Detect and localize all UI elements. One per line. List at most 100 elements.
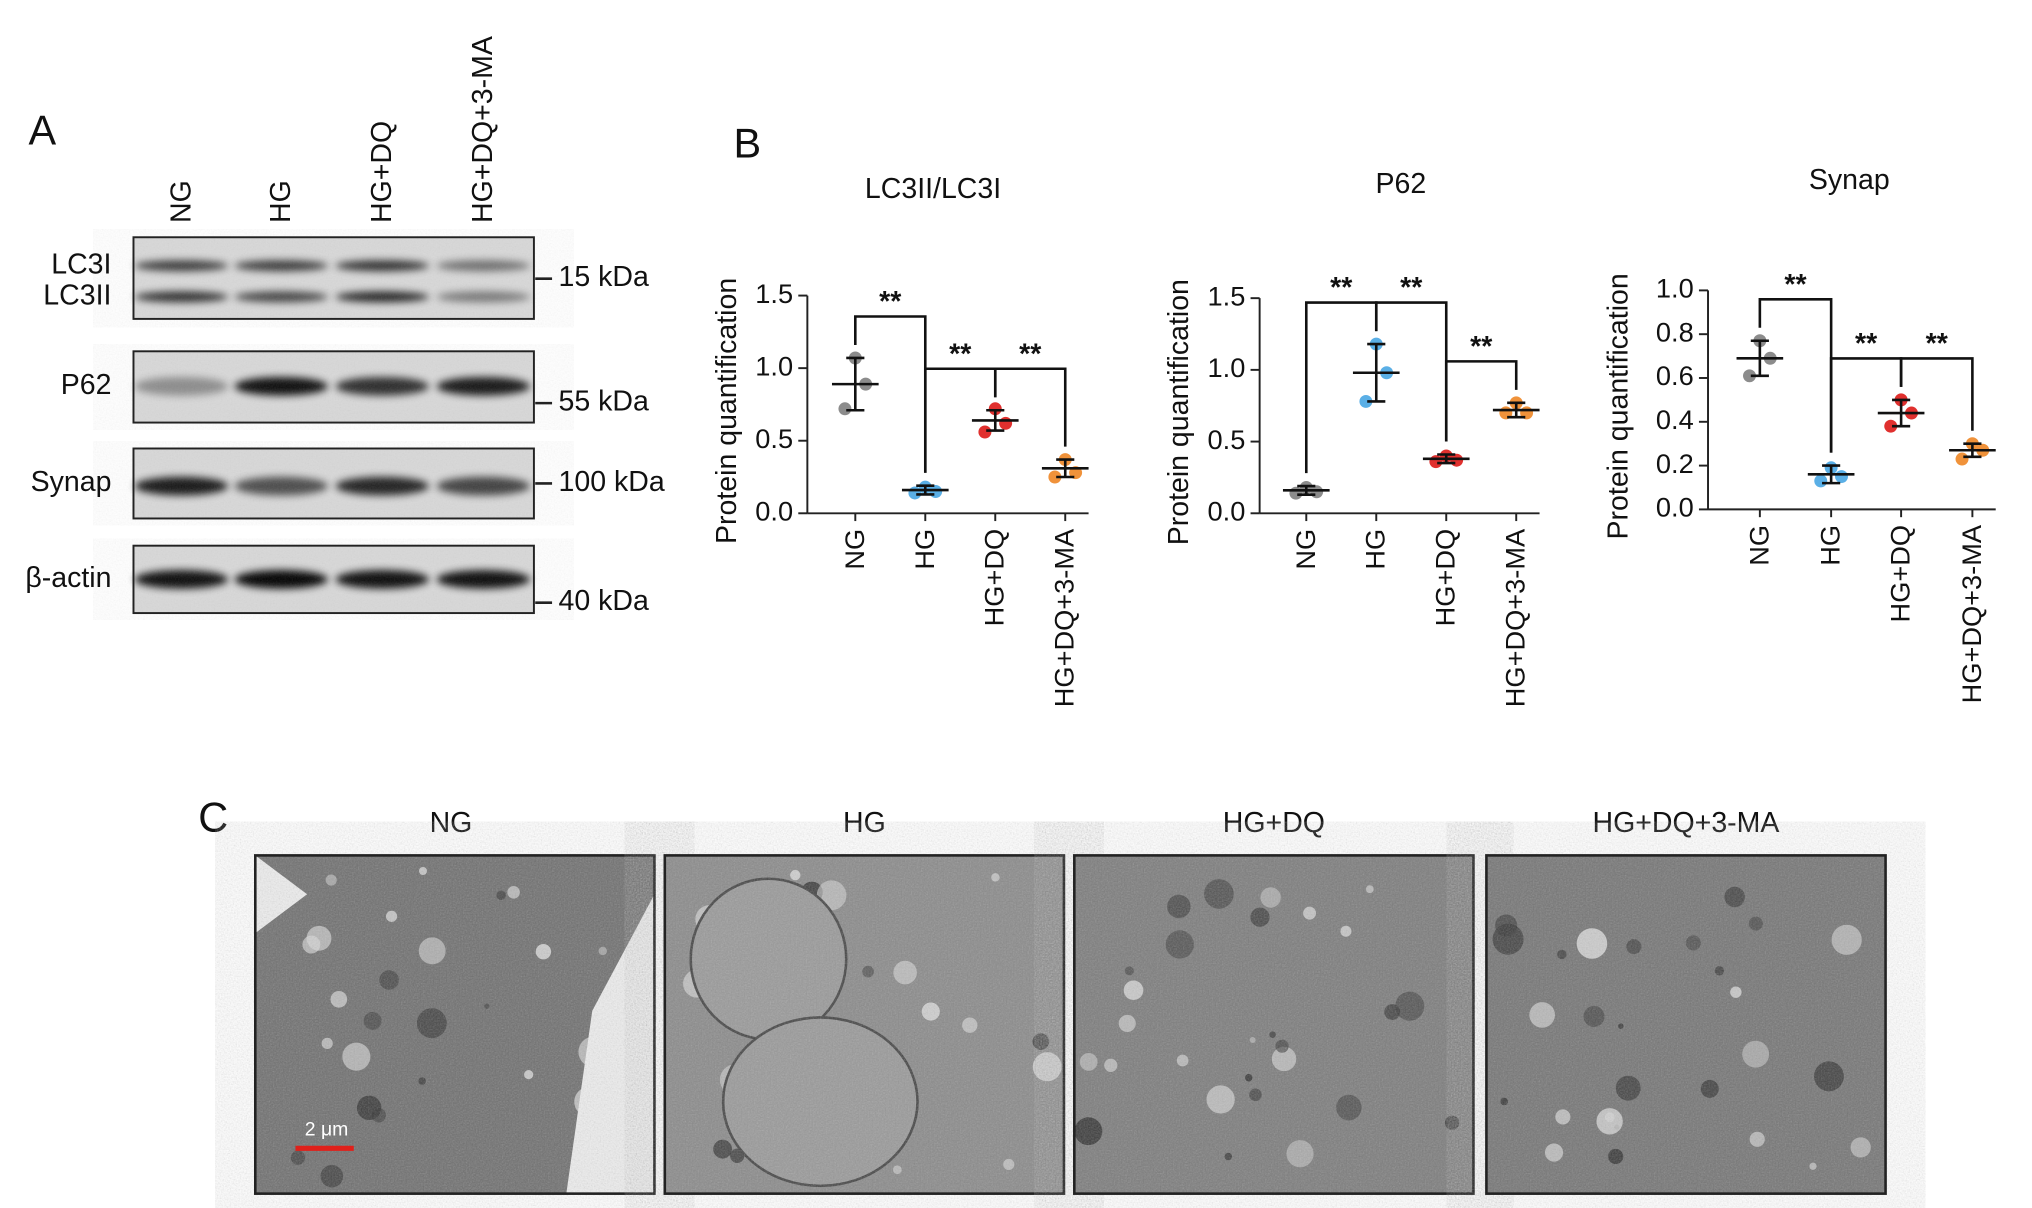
y-tick-label: 1.0 [755,350,793,381]
lane-label: HG [265,180,297,223]
micrograph-noise [1486,855,1886,1194]
chart-title: LC3II/LC3I [865,173,1001,205]
x-tick-label: HG [1360,529,1391,570]
data-point [1955,452,1969,466]
micrograph-frame [253,854,656,1195]
significance-bracket [854,315,927,473]
significance-label: ** [1019,338,1042,370]
y-tick-label: 0.5 [755,423,793,454]
blot-frame [132,236,535,320]
x-tick-label: HG [1815,525,1846,566]
data-point [1884,419,1898,433]
row-label: LC3I [51,248,111,280]
y-tick-label: 0.4 [1656,404,1694,435]
micrograph-frame [663,854,1066,1195]
y-tick-label: 1.0 [1656,273,1694,304]
micrograph-noise [1074,855,1474,1194]
panel-label: A [29,107,57,154]
x-tick-label: NG [1743,525,1774,566]
x-tick-label: HG+DQ [1430,529,1461,627]
significance-bracket [993,367,1067,447]
significance-bracket [1829,357,1903,453]
panel-label: B [733,119,761,166]
y-tick-label: 0.0 [1208,495,1246,526]
y-tick-label: 1.0 [1208,352,1246,383]
data-point [988,402,1002,416]
y-tick-label: 0.0 [1656,492,1694,523]
data-point [1429,455,1443,469]
significance-label: ** [949,338,972,370]
blot-frame [132,350,535,424]
micrograph-frame [1073,854,1475,1195]
y-tick-label: 1.5 [1208,280,1246,311]
micrograph-noise [255,855,655,1194]
micrograph-title: HG [843,807,886,839]
blot-noise [133,351,534,423]
row-label: β-actin [25,562,111,594]
panel-label: C [198,793,228,840]
x-tick-label: HG+DQ+3-MA [1956,524,1987,703]
data-point [1743,369,1756,383]
marker-label: 100 kDa [559,466,665,498]
y-axis-label: Protein quantification [711,278,743,544]
data-point [1359,394,1373,408]
row-label: P62 [61,369,112,401]
significance-label: ** [1470,331,1493,363]
data-point [978,425,992,439]
significance-label: ** [1784,269,1807,301]
significance-bracket [1899,357,1974,431]
significance-bracket [1444,360,1518,442]
significance-label: ** [1330,272,1353,304]
data-point [1835,470,1848,484]
micrograph-title: NG [430,807,473,839]
x-tick-label: NG [1290,529,1321,570]
row-label: LC3II [43,279,111,311]
blot-noise [133,545,534,614]
significance-label: ** [1855,328,1878,360]
blot-noise [133,448,534,519]
data-point [1289,486,1303,500]
y-tick-label: 0.8 [1656,316,1694,347]
chart-title: Synap [1809,164,1890,196]
y-tick-label: 1.5 [755,278,793,309]
x-tick-label: HG+DQ [979,529,1010,627]
x-tick-label: HG+DQ [1885,525,1916,623]
significance-bracket [1758,297,1833,453]
lane-label: NG [165,180,197,223]
y-axis-label: Protein quantification [1602,273,1634,539]
significance-label: ** [1400,272,1423,304]
x-tick-label: HG+DQ+3-MA [1049,528,1080,707]
marker-label: 55 kDa [559,386,649,418]
y-axis-label: Protein quantification [1163,279,1195,545]
marker-label: 40 kDa [559,585,649,617]
micrograph-noise [664,855,1064,1194]
micrograph-title: HG+DQ+3-MA [1593,807,1780,839]
y-tick-label: 0.5 [1208,424,1246,455]
x-tick-label: HG [909,529,940,570]
blot-frame [132,447,535,520]
scale-bar-label: 2 μm [305,1118,349,1140]
significance-bracket [1304,301,1378,474]
row-label: Synap [31,466,112,498]
blot-frame [132,544,535,615]
lane-label: HG+DQ [366,121,398,223]
data-point [1814,474,1828,488]
blot-noise [133,237,534,319]
micrograph-title: HG+DQ [1223,807,1325,839]
x-tick-label: HG+DQ+3-MA [1500,528,1531,707]
chart-title: P62 [1376,168,1427,200]
lane-label: HG+DQ+3-MA [467,36,499,223]
micrograph-frame [1485,854,1887,1195]
y-tick-label: 0.6 [1656,360,1694,391]
significance-label: ** [1926,328,1949,360]
data-point [838,402,852,416]
data-point [999,416,1013,430]
x-tick-label: NG [839,529,870,570]
significance-label: ** [879,286,902,318]
data-point [1048,470,1062,484]
marker-label: 15 kDa [559,261,649,293]
data-point [908,486,922,500]
y-tick-label: 0.0 [755,495,793,526]
